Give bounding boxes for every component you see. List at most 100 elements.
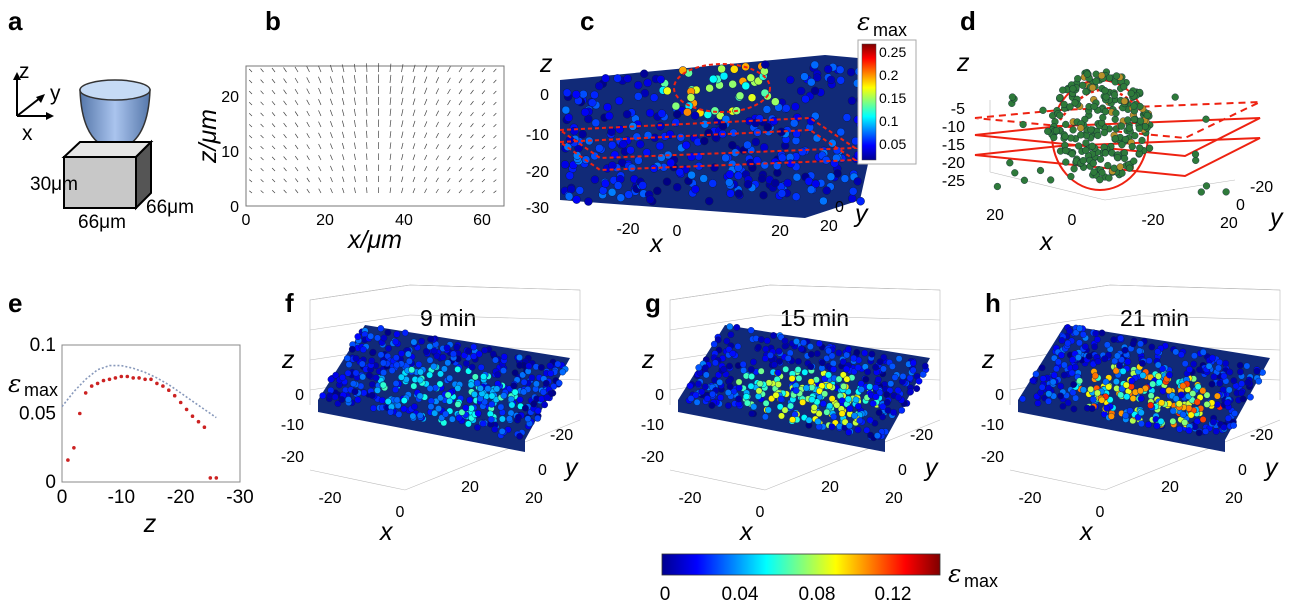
particle-bead xyxy=(778,153,787,162)
particle-bead xyxy=(854,364,862,371)
particle-bead xyxy=(1176,425,1184,433)
particle-bead xyxy=(1244,379,1252,386)
vector-arrow xyxy=(412,154,416,161)
particle-bead xyxy=(739,360,747,368)
vector-arrow xyxy=(389,153,392,161)
vector-arrow xyxy=(283,89,287,95)
vector-arrow xyxy=(481,167,486,172)
particle-bead xyxy=(516,354,523,361)
ytick: 0 xyxy=(538,462,547,479)
vector-arrow xyxy=(341,131,345,139)
particle-bead xyxy=(909,366,917,374)
particle-bead xyxy=(1120,83,1128,91)
particle-bead xyxy=(726,362,733,370)
particle-bead xyxy=(1105,174,1113,182)
particle-bead xyxy=(473,379,481,387)
particle-bead xyxy=(868,350,876,358)
particle-bead xyxy=(344,369,352,377)
d-ytick-0: 0 xyxy=(1236,197,1245,214)
particle-bead xyxy=(1059,86,1067,94)
particle-bead xyxy=(846,67,856,77)
particle-bead xyxy=(767,351,774,359)
particle-bead xyxy=(1239,395,1247,403)
particle-bead xyxy=(579,89,588,99)
panel-label-c: c xyxy=(580,6,594,36)
particle-bead xyxy=(633,80,643,90)
particle-bead xyxy=(370,404,377,412)
ztick: -10 xyxy=(641,417,664,434)
particle-bead xyxy=(672,110,682,119)
particle-bead xyxy=(1055,358,1062,366)
vector-arrow xyxy=(294,89,299,95)
particle-bead xyxy=(762,345,770,353)
particle-bead xyxy=(1039,375,1047,383)
particle-bead xyxy=(1136,117,1145,125)
particle-bead xyxy=(444,359,452,367)
particle-bead xyxy=(466,396,474,404)
particle-bead xyxy=(1202,427,1210,435)
particle-bead xyxy=(392,380,400,387)
vector-arrow xyxy=(294,133,299,139)
particle-bead xyxy=(1064,399,1072,407)
particle-bead xyxy=(714,336,722,344)
panel-label-d: d xyxy=(960,6,976,36)
particle-bead xyxy=(623,74,632,83)
particle-bead xyxy=(639,69,649,79)
vector-arrow xyxy=(470,167,474,172)
particle-bead xyxy=(1215,364,1222,372)
particle-bead xyxy=(546,362,554,370)
particle-bead xyxy=(388,367,396,374)
vector-arrow xyxy=(412,176,416,183)
particle-bead xyxy=(534,407,542,415)
particle-bead xyxy=(845,345,852,353)
vector-arrow xyxy=(329,87,333,95)
particle-bead xyxy=(348,345,356,353)
particle-bead xyxy=(354,333,362,340)
particle-bead xyxy=(806,185,816,194)
bottom-colorbar: ε max 0 0.04 0.08 0.12 xyxy=(660,553,998,604)
particle-bead xyxy=(1057,382,1065,390)
particle-bead xyxy=(869,400,877,407)
particle-bead xyxy=(693,398,701,406)
vector-arrow xyxy=(470,78,474,84)
vector-arrow xyxy=(389,86,392,95)
particle-bead xyxy=(700,119,710,129)
particle-bead xyxy=(919,370,927,378)
vector-arrow xyxy=(318,121,322,128)
vector-arrow xyxy=(294,66,299,73)
particle-bead xyxy=(1076,339,1083,347)
particle-bead xyxy=(367,332,375,340)
vector-arrow xyxy=(493,112,497,117)
particle-bead xyxy=(846,422,853,430)
vector-arrow xyxy=(330,176,333,183)
particle-bead xyxy=(1253,367,1261,375)
vector-arrow xyxy=(493,146,497,150)
vector-arrow xyxy=(447,166,451,172)
particle-bead xyxy=(565,171,575,180)
particle-bead xyxy=(783,178,792,188)
e-data-point xyxy=(167,388,171,393)
particle-bead xyxy=(1082,88,1090,96)
particle-bead xyxy=(1130,157,1138,165)
particle-bead xyxy=(756,380,764,388)
ztick: -10 xyxy=(281,417,304,434)
particle-bead xyxy=(671,101,681,111)
particle-bead xyxy=(794,366,802,373)
vector-arrow xyxy=(481,112,486,117)
particle-bead xyxy=(759,190,768,200)
particle-bead xyxy=(1077,131,1085,139)
particle-slab xyxy=(318,325,570,452)
particle-bead xyxy=(404,350,412,358)
vector-arrow xyxy=(260,179,264,183)
particle-bead xyxy=(692,391,700,399)
particle-bead xyxy=(1117,391,1125,399)
particle-bead xyxy=(601,74,610,83)
particle-bead xyxy=(462,404,470,412)
particle-bead xyxy=(1169,407,1177,415)
e-data-point xyxy=(190,414,195,419)
b-ylabel: z/μm xyxy=(194,109,222,164)
particle-bead xyxy=(786,159,795,168)
particle-bead xyxy=(765,406,772,414)
particle-bead xyxy=(646,195,655,204)
particle-bead xyxy=(430,362,438,370)
